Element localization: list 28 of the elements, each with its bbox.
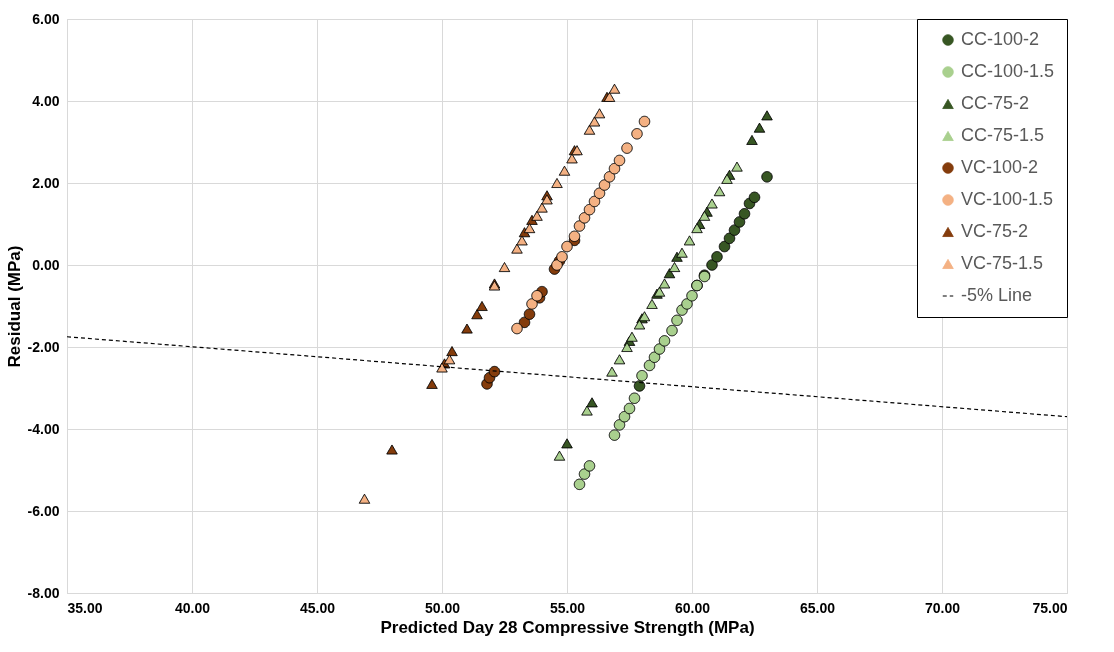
y-tick-label: 4.00 [32, 92, 60, 109]
legend-label: VC-75-2 [961, 221, 1029, 241]
y-axis-title: Residual (MPa) [4, 245, 24, 368]
x-tick-label: 65.00 [799, 599, 836, 616]
legend-label: -5% Line [961, 285, 1033, 305]
legend-label: VC-100-2 [961, 157, 1039, 177]
y-tick-label: 6.00 [32, 10, 60, 27]
x-axis-title: Predicted Day 28 Compressive Strength (MPa) [380, 617, 755, 637]
y-tick-label: 2.00 [32, 174, 60, 191]
y-tick-label: -2.00 [27, 338, 60, 355]
legend-label: CC-100-1.5 [961, 61, 1055, 81]
y-tick-label: -6.00 [27, 502, 60, 519]
x-tick-label: 40.00 [174, 599, 211, 616]
x-tick-label: 70.00 [924, 599, 961, 616]
legend-label: CC-100-2 [961, 29, 1040, 49]
legend-label: CC-75-1.5 [961, 125, 1045, 145]
x-tick-label: 60.00 [674, 599, 711, 616]
x-tick-label: 55.00 [549, 599, 586, 616]
x-tick-label: 35.00 [67, 599, 103, 616]
x-tick-label: 75.00 [1032, 599, 1068, 616]
x-tick-label: 45.00 [299, 599, 336, 616]
legend-label: CC-75-2 [961, 93, 1030, 113]
y-tick-label: -4.00 [27, 420, 60, 437]
legend-label: VC-75-1.5 [961, 253, 1044, 273]
y-tick-label: -8.00 [27, 584, 60, 601]
legend-label: VC-100-1.5 [961, 189, 1054, 209]
y-tick-label: 0.00 [32, 256, 60, 273]
x-tick-label: 50.00 [424, 599, 461, 616]
